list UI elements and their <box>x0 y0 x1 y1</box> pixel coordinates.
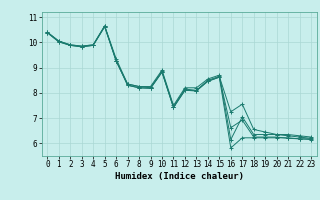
X-axis label: Humidex (Indice chaleur): Humidex (Indice chaleur) <box>115 172 244 181</box>
